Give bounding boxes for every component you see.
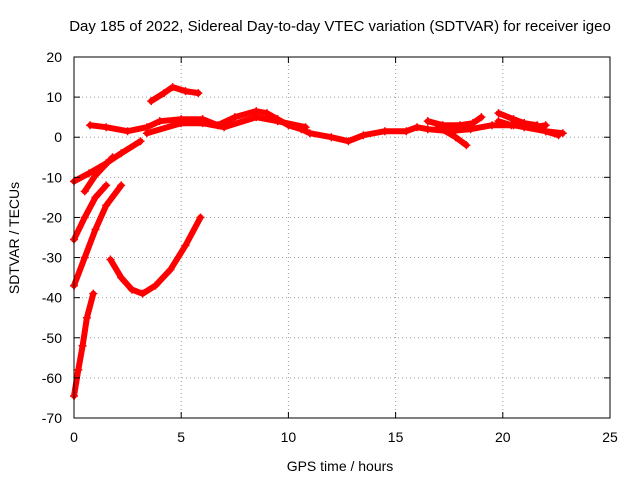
- data-point: [82, 313, 91, 322]
- y-tick-label: -20: [42, 209, 62, 225]
- data-point: [181, 87, 190, 96]
- y-tick-label: 20: [46, 49, 62, 65]
- data-point: [91, 171, 100, 180]
- data-point: [413, 123, 422, 132]
- data-point: [462, 141, 471, 150]
- data-point: [530, 123, 539, 132]
- axis-ticks: 0 5 10 15 20 25 -70 -60 -50 -40 -30 -20 -10 0 10 20: [42, 49, 618, 445]
- data-point: [78, 341, 87, 350]
- plot-frame: [73, 56, 611, 419]
- data-point: [168, 83, 177, 92]
- data-point: [327, 133, 336, 142]
- chart-title: Day 185 of 2022, Sidereal Day-to-day VTE…: [69, 18, 611, 35]
- data-point: [181, 241, 190, 250]
- data-point: [230, 113, 239, 122]
- data-point: [494, 117, 503, 126]
- y-tick-label: -50: [42, 330, 62, 346]
- x-tick-label: 20: [495, 429, 511, 445]
- y-tick-label: 10: [46, 89, 62, 105]
- series-upper-arc: [148, 84, 202, 105]
- data-point: [177, 119, 186, 128]
- data-point: [151, 281, 160, 290]
- x-tick-label: 10: [281, 429, 297, 445]
- data-point: [423, 125, 432, 134]
- data-point: [106, 255, 115, 264]
- data-point: [273, 117, 282, 126]
- data-point: [468, 119, 477, 128]
- data-point: [451, 133, 460, 142]
- data-point: [86, 121, 95, 130]
- data-point: [455, 121, 464, 130]
- data-point: [91, 193, 100, 202]
- data-point: [196, 213, 205, 222]
- x-tick-label: 15: [388, 429, 404, 445]
- data-point: [147, 97, 156, 106]
- grid-lines: [74, 57, 610, 418]
- y-tick-label: -40: [42, 290, 62, 306]
- y-tick-label: -60: [42, 370, 62, 386]
- y-axis-label: SDTVAR / TECUs: [6, 182, 22, 294]
- series-steep-c: [71, 290, 97, 399]
- data-point: [166, 265, 175, 274]
- series-u-curve: [107, 214, 204, 297]
- series-far-right-b: [495, 118, 549, 131]
- data-point: [301, 123, 310, 132]
- data-point: [194, 89, 203, 98]
- y-tick-label: 0: [54, 129, 62, 145]
- data-point: [155, 117, 164, 126]
- x-tick-label: 25: [602, 429, 618, 445]
- y-tick-label: -30: [42, 250, 62, 266]
- data-traces: [70, 83, 567, 400]
- data-point: [554, 131, 563, 140]
- data-point: [305, 129, 314, 138]
- data-point: [198, 119, 207, 128]
- data-point: [117, 181, 126, 190]
- data-point: [507, 121, 516, 130]
- data-point: [89, 289, 98, 298]
- data-point: [402, 127, 411, 136]
- data-point: [488, 121, 497, 130]
- data-point: [136, 137, 145, 146]
- data-point: [541, 121, 550, 130]
- data-point: [102, 181, 111, 190]
- data-point: [477, 113, 486, 122]
- data-point: [85, 169, 94, 178]
- data-point: [434, 123, 443, 132]
- data-point: [80, 253, 89, 262]
- y-tick-label: -10: [42, 169, 62, 185]
- data-point: [252, 113, 261, 122]
- data-point: [142, 129, 151, 138]
- data-point: [380, 127, 389, 136]
- data-point: [80, 213, 89, 222]
- data-point: [127, 285, 136, 294]
- data-point: [494, 109, 503, 118]
- data-point: [220, 123, 229, 132]
- data-point: [359, 131, 368, 140]
- data-point: [117, 149, 126, 158]
- x-tick-label: 0: [70, 429, 78, 445]
- data-point: [80, 187, 89, 196]
- data-point: [520, 119, 529, 128]
- data-point: [108, 153, 117, 162]
- data-point: [117, 273, 126, 282]
- x-tick-label: 5: [177, 429, 185, 445]
- x-axis-label: GPS time / hours: [287, 458, 394, 474]
- y-tick-label: -70: [42, 410, 62, 426]
- data-point: [102, 201, 111, 210]
- data-point: [344, 137, 353, 146]
- data-point: [74, 365, 83, 374]
- data-point: [123, 127, 132, 136]
- data-point: [138, 289, 147, 298]
- data-point: [262, 109, 271, 118]
- series-steep-a: [71, 182, 110, 243]
- data-point: [423, 117, 432, 126]
- data-point: [160, 89, 169, 98]
- data-point: [91, 225, 100, 234]
- data-point: [102, 123, 111, 132]
